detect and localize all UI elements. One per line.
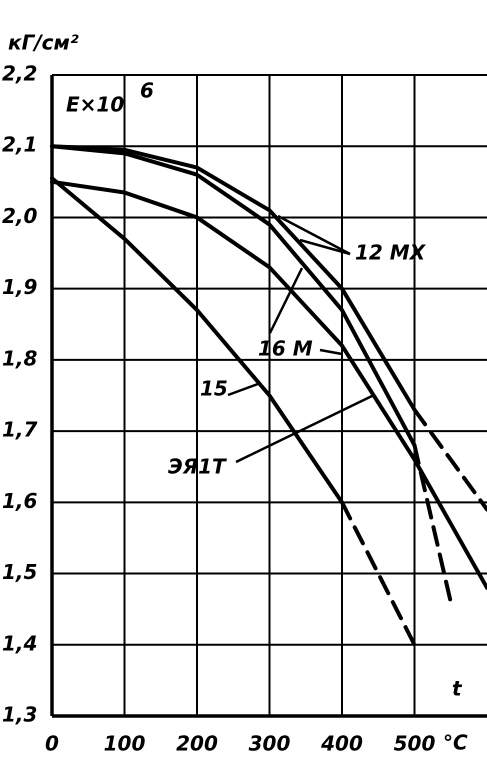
leader-line xyxy=(235,394,373,464)
leader-line xyxy=(268,267,304,334)
x-unit-label: °C xyxy=(443,731,468,755)
y-tick-label: 1,6 xyxy=(2,489,38,513)
y-tick-label: 1,3 xyxy=(2,703,37,727)
y-tick-label: 1,9 xyxy=(2,275,38,299)
y-axis-label: E×10 xyxy=(66,93,124,117)
x-tick-label: 0 xyxy=(45,732,59,756)
data-line xyxy=(50,144,417,412)
y-tick-label: 1,4 xyxy=(2,631,37,655)
unit-label: кГ/см² xyxy=(8,31,79,55)
series-label: 16 M xyxy=(258,337,313,361)
x-tick-label: 400 xyxy=(320,732,363,756)
series-label: 12 MX xyxy=(355,241,427,265)
x-tick-label: 200 xyxy=(176,732,218,756)
y-tick-label: 1,5 xyxy=(2,560,37,584)
x-tick-label: 100 xyxy=(104,732,146,756)
x-axis-label: t xyxy=(452,677,463,701)
x-tick-label: 500 xyxy=(394,732,436,756)
data-line xyxy=(50,176,344,505)
x-tick-label: 300 xyxy=(249,732,291,756)
leader-line xyxy=(319,348,343,356)
y-tick-label: 2,2 xyxy=(2,62,37,86)
data-line xyxy=(412,407,487,512)
y-tick-label: 1,7 xyxy=(2,418,38,442)
data-line xyxy=(50,144,417,448)
y-axis-exponent: 6 xyxy=(140,79,154,103)
series-label: 15 xyxy=(200,377,228,401)
data-line xyxy=(340,500,417,647)
leader-line xyxy=(299,238,351,256)
y-tick-label: 2,0 xyxy=(2,204,38,228)
y-tick-label: 2,1 xyxy=(2,133,37,157)
leader-line xyxy=(227,382,259,397)
y-tick-label: 1,8 xyxy=(2,346,38,370)
leader-line xyxy=(277,214,351,256)
data-line xyxy=(50,179,487,590)
series-label: ЭЯ1Т xyxy=(168,455,227,479)
